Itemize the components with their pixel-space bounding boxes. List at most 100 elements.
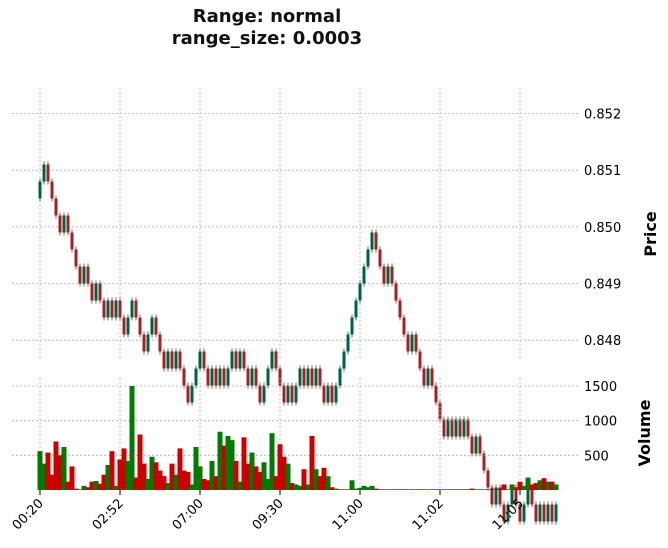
price-axis-title: Price [641, 211, 660, 257]
candle [414, 334, 418, 352]
volume-bar [497, 488, 503, 490]
candle [150, 317, 154, 335]
candle [402, 317, 406, 335]
volume-bar [297, 485, 303, 490]
candle [46, 164, 50, 182]
candle [94, 283, 98, 301]
volume-bar [333, 488, 339, 490]
price-tick-label: 0.851 [584, 164, 621, 179]
volume-bar [337, 489, 343, 490]
volume-bar [525, 477, 531, 490]
candle [526, 487, 530, 505]
volume-bar [477, 489, 483, 490]
candle [166, 351, 170, 369]
candle [290, 385, 294, 403]
volume-bar [301, 469, 307, 490]
volume-bar [329, 487, 335, 490]
candle [486, 470, 490, 488]
candle [170, 351, 174, 369]
candle [534, 504, 538, 522]
volume-bar [285, 463, 291, 490]
volume-bar [197, 466, 203, 490]
candle [222, 368, 226, 386]
volume-bar [113, 485, 119, 490]
volume-bar [85, 487, 91, 490]
candle [322, 385, 326, 403]
candle [158, 334, 162, 352]
volume-bar [45, 452, 51, 490]
volume-bar [65, 481, 71, 490]
volume-bar [397, 489, 403, 490]
volume-bar [209, 460, 215, 490]
candle [114, 300, 118, 318]
volume-bar [305, 484, 311, 490]
volume-bar [173, 474, 179, 490]
volume-bar [505, 489, 511, 490]
candle [174, 351, 178, 369]
candle [374, 232, 378, 250]
candle [62, 215, 66, 233]
candle [434, 385, 438, 403]
volume-bar [349, 480, 355, 490]
volume-bar [101, 474, 107, 490]
candle [306, 368, 310, 386]
volume-bar [493, 489, 499, 490]
volume-bar [165, 483, 171, 490]
candle [470, 436, 474, 454]
candle [294, 385, 298, 403]
volume-bar [245, 463, 251, 490]
volume-bar [105, 465, 111, 490]
volume-bar [93, 480, 99, 490]
volume-tick-label: 1500 [584, 380, 617, 395]
volume-bar [509, 484, 515, 490]
candle [190, 385, 194, 403]
candle [202, 351, 206, 369]
candle [430, 368, 434, 386]
volume-bar [81, 485, 87, 490]
candle [442, 419, 446, 437]
candle [346, 334, 350, 352]
candle [354, 300, 358, 318]
volume-bar [325, 476, 331, 490]
candle [98, 283, 102, 301]
volume-bar [445, 489, 451, 490]
volume-bar [361, 485, 367, 490]
candle [210, 368, 214, 386]
volume-bar [489, 489, 495, 490]
volume-bar [469, 488, 475, 490]
volume-bar [541, 478, 547, 490]
candle [286, 385, 290, 403]
volume-bar [141, 463, 147, 490]
volume-bar [261, 462, 267, 490]
volume-bar [421, 489, 427, 490]
volume-bar [281, 456, 287, 490]
volume-bar [437, 489, 443, 490]
x-tick-label: 00:20 [10, 496, 47, 533]
volume-bar [249, 452, 255, 490]
candle [518, 504, 522, 522]
volume-bar [345, 489, 351, 490]
candle [458, 419, 462, 437]
volume-bar [177, 448, 183, 490]
volume-bar [537, 480, 543, 490]
candle [118, 300, 122, 318]
volume-bar [465, 489, 471, 490]
candle [74, 249, 78, 267]
candle [302, 368, 306, 386]
volume-bar [369, 485, 375, 490]
volume-bar [57, 455, 63, 490]
volume-bar [241, 437, 247, 490]
volume-bar [309, 435, 315, 490]
volume-bar [461, 489, 467, 490]
volume-bar [341, 489, 347, 490]
candle [362, 266, 366, 284]
candle [454, 419, 458, 437]
candle [270, 351, 274, 369]
volume-bar [77, 489, 83, 490]
volume-bar [129, 386, 135, 490]
price-tick-label: 0.852 [584, 108, 621, 123]
volume-bar [237, 481, 243, 490]
candle [138, 317, 142, 335]
volume-bar [181, 470, 187, 490]
